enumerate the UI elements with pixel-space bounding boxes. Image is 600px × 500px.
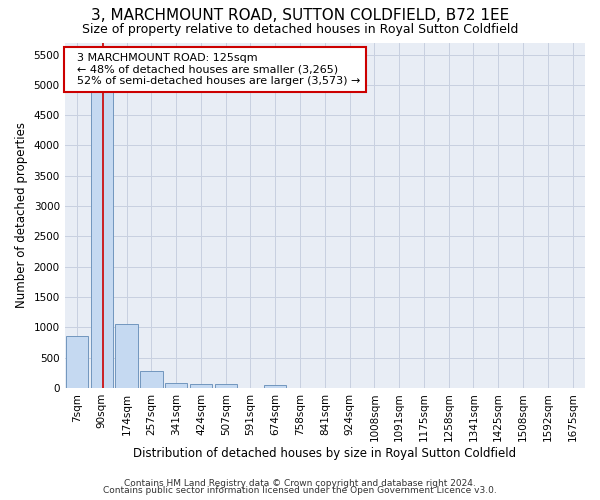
Text: 3 MARCHMOUNT ROAD: 125sqm
  ← 48% of detached houses are smaller (3,265)
  52% o: 3 MARCHMOUNT ROAD: 125sqm ← 48% of detac… xyxy=(70,53,360,86)
Text: Contains public sector information licensed under the Open Government Licence v3: Contains public sector information licen… xyxy=(103,486,497,495)
Text: 3, MARCHMOUNT ROAD, SUTTON COLDFIELD, B72 1EE: 3, MARCHMOUNT ROAD, SUTTON COLDFIELD, B7… xyxy=(91,8,509,22)
Bar xyxy=(91,54,113,388)
Text: Size of property relative to detached houses in Royal Sutton Coldfield: Size of property relative to detached ho… xyxy=(82,22,518,36)
Bar xyxy=(264,385,286,388)
Bar xyxy=(140,372,163,388)
Bar xyxy=(66,336,88,388)
Y-axis label: Number of detached properties: Number of detached properties xyxy=(15,122,28,308)
Text: Contains HM Land Registry data © Crown copyright and database right 2024.: Contains HM Land Registry data © Crown c… xyxy=(124,478,476,488)
Bar xyxy=(165,383,187,388)
Bar xyxy=(190,384,212,388)
X-axis label: Distribution of detached houses by size in Royal Sutton Coldfield: Distribution of detached houses by size … xyxy=(133,447,517,460)
Bar xyxy=(215,384,237,388)
Bar xyxy=(115,324,138,388)
